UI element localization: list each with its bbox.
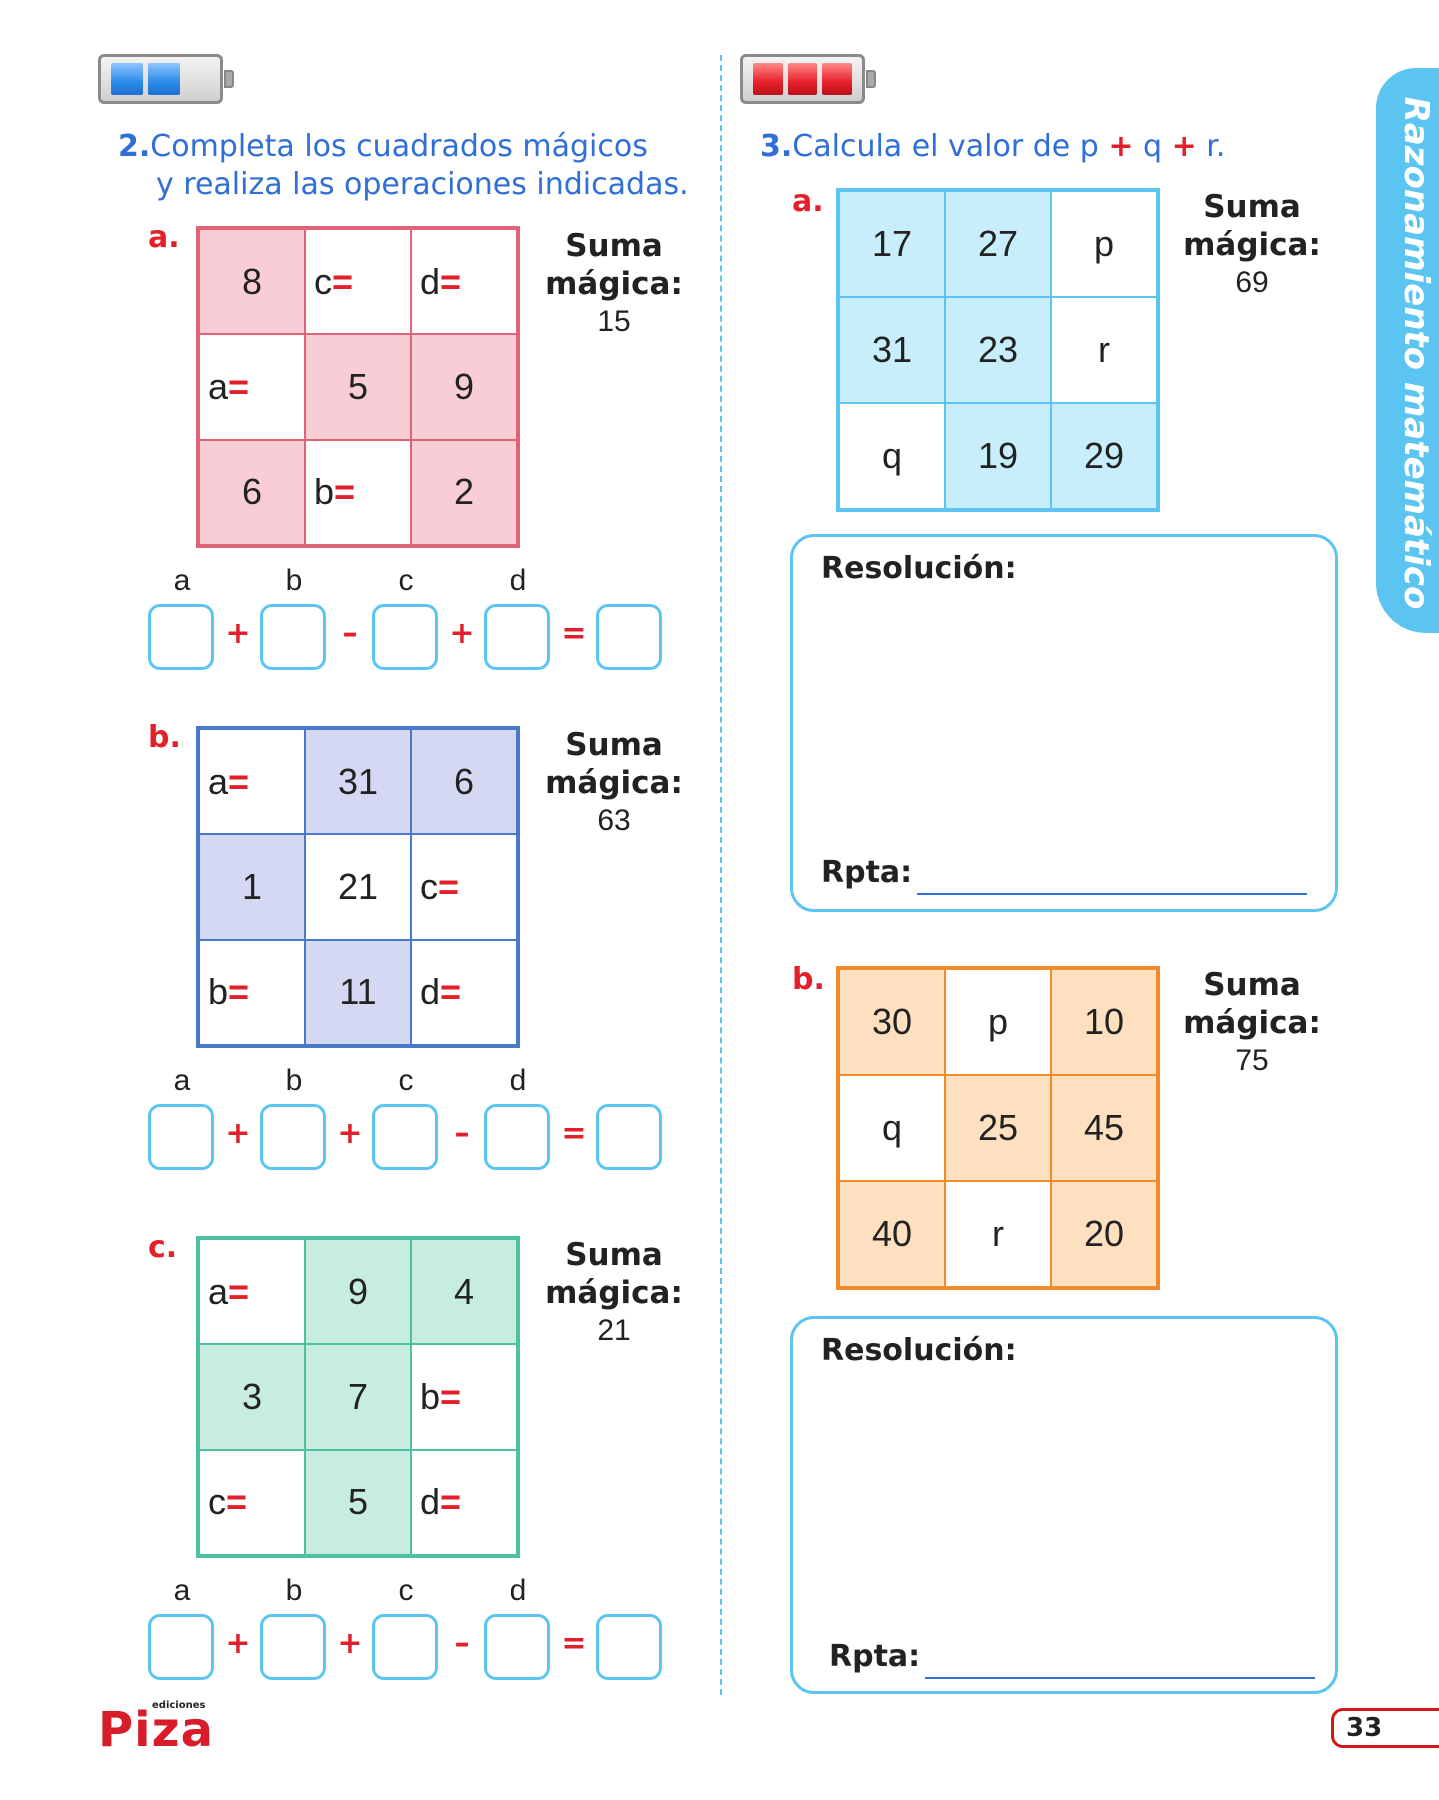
grid-cell: 19 xyxy=(945,403,1051,509)
magic-square-2c: a = 9 4 3 7 b = c = 5 d = xyxy=(196,1236,520,1558)
grid-cell: 40 xyxy=(839,1181,945,1287)
answer-box-result[interactable] xyxy=(596,1104,662,1170)
magic-sum-2c: Suma mágica: 21 xyxy=(545,1237,683,1347)
part-letter: a. xyxy=(148,220,180,255)
grid-cell: 23 xyxy=(945,297,1051,403)
publisher-logo: ediciones Piza xyxy=(98,1700,214,1758)
grid-cell: d = xyxy=(411,229,517,335)
grid-cell: 2 xyxy=(411,439,517,545)
answer-box-b[interactable] xyxy=(260,1614,326,1680)
answer-box-c[interactable] xyxy=(372,1104,438,1170)
part-letter: b. xyxy=(148,720,181,755)
magic-sum-3b: Suma mágica: 75 xyxy=(1183,967,1321,1077)
grid-cell: 11 xyxy=(305,939,411,1045)
grid-cell: d = xyxy=(411,1449,517,1555)
grid-cell: b = xyxy=(411,1344,517,1450)
grid-cell: 25 xyxy=(945,1075,1051,1181)
grid-cell: 10 xyxy=(1051,969,1157,1075)
grid-cell: b = xyxy=(305,439,411,545)
grid-cell: c = xyxy=(411,834,517,940)
grid-cell: q xyxy=(839,403,945,509)
grid-cell: a = xyxy=(199,334,305,440)
question-number: 2. xyxy=(118,129,151,164)
answer-box-result[interactable] xyxy=(596,604,662,670)
grid-cell: a = xyxy=(199,1239,305,1345)
grid-cell: 7 xyxy=(305,1344,411,1450)
grid-cell: 21 xyxy=(305,834,411,940)
grid-cell: p xyxy=(945,969,1051,1075)
magic-square-3b: 30 p 10 q 25 45 40 r 20 xyxy=(836,966,1160,1290)
question-3: 3.Calcula el valor de p + q + r. xyxy=(760,129,1226,164)
grid-cell: 9 xyxy=(411,334,517,440)
grid-cell: 31 xyxy=(305,729,411,835)
grid-cell: 1 xyxy=(199,834,305,940)
answer-box-b[interactable] xyxy=(260,604,326,670)
grid-cell: d = xyxy=(411,939,517,1045)
part-letter: a. xyxy=(792,184,824,219)
resolution-box-3b[interactable]: Resolución: Rpta: xyxy=(790,1316,1338,1694)
grid-cell: c = xyxy=(305,229,411,335)
grid-cell: 6 xyxy=(199,439,305,545)
answer-box-c[interactable] xyxy=(372,604,438,670)
column-divider xyxy=(720,55,722,1695)
part-letter: b. xyxy=(792,962,825,997)
grid-cell: r xyxy=(1051,297,1157,403)
grid-cell: 27 xyxy=(945,191,1051,297)
answer-box-b[interactable] xyxy=(260,1104,326,1170)
operation-row-2a: a b c d + – + = xyxy=(148,564,668,684)
magic-square-2a: 8 c = d = a = 5 9 6 b = 2 xyxy=(196,226,520,548)
part-letter: c. xyxy=(148,1230,178,1265)
grid-cell: 45 xyxy=(1051,1075,1157,1181)
grid-cell: 6 xyxy=(411,729,517,835)
answer-box-d[interactable] xyxy=(484,1104,550,1170)
battery-red-icon xyxy=(740,54,876,104)
grid-cell: 29 xyxy=(1051,403,1157,509)
answer-line[interactable] xyxy=(917,893,1307,895)
answer-box-result[interactable] xyxy=(596,1614,662,1680)
grid-cell: 9 xyxy=(305,1239,411,1345)
grid-cell: b = xyxy=(199,939,305,1045)
grid-cell: r xyxy=(945,1181,1051,1287)
answer-box-d[interactable] xyxy=(484,604,550,670)
page-number: 33 xyxy=(1331,1708,1439,1748)
answer-box-c[interactable] xyxy=(372,1614,438,1680)
answer-box-a[interactable] xyxy=(148,604,214,670)
magic-sum-3a: Suma mágica: 69 xyxy=(1183,189,1321,299)
grid-cell: 4 xyxy=(411,1239,517,1345)
grid-cell: 3 xyxy=(199,1344,305,1450)
grid-cell: c = xyxy=(199,1449,305,1555)
operation-row-2c: a b c d + + – = xyxy=(148,1574,668,1694)
answer-box-a[interactable] xyxy=(148,1104,214,1170)
magic-square-2b: a = 31 6 1 21 c = b = 11 d = xyxy=(196,726,520,1048)
grid-cell: p xyxy=(1051,191,1157,297)
section-tab: Razonamiento matemático xyxy=(1376,68,1439,633)
grid-cell: 5 xyxy=(305,334,411,440)
grid-cell: 8 xyxy=(199,229,305,335)
resolution-box-3a[interactable]: Resolución: Rpta: xyxy=(790,534,1338,912)
answer-box-d[interactable] xyxy=(484,1614,550,1680)
question-2: 2.Completa los cuadrados mágicos y reali… xyxy=(118,128,689,204)
battery-blue-icon xyxy=(98,54,234,104)
grid-cell: 30 xyxy=(839,969,945,1075)
magic-sum-2a: Suma mágica: 15 xyxy=(545,228,683,338)
grid-cell: 5 xyxy=(305,1449,411,1555)
magic-square-3a: 17 27 p 31 23 r q 19 29 xyxy=(836,188,1160,512)
question-text-line2: y realiza las operaciones indicadas. xyxy=(156,167,689,202)
operation-row-2b: a b c d + + – = xyxy=(148,1064,668,1184)
question-number: 3. xyxy=(760,129,793,164)
grid-cell: q xyxy=(839,1075,945,1181)
magic-sum-2b: Suma mágica: 63 xyxy=(545,727,683,837)
answer-box-a[interactable] xyxy=(148,1614,214,1680)
grid-cell: a = xyxy=(199,729,305,835)
grid-cell: 31 xyxy=(839,297,945,403)
grid-cell: 17 xyxy=(839,191,945,297)
answer-line[interactable] xyxy=(925,1677,1315,1679)
grid-cell: 20 xyxy=(1051,1181,1157,1287)
question-text-line1: Completa los cuadrados mágicos xyxy=(150,129,648,164)
